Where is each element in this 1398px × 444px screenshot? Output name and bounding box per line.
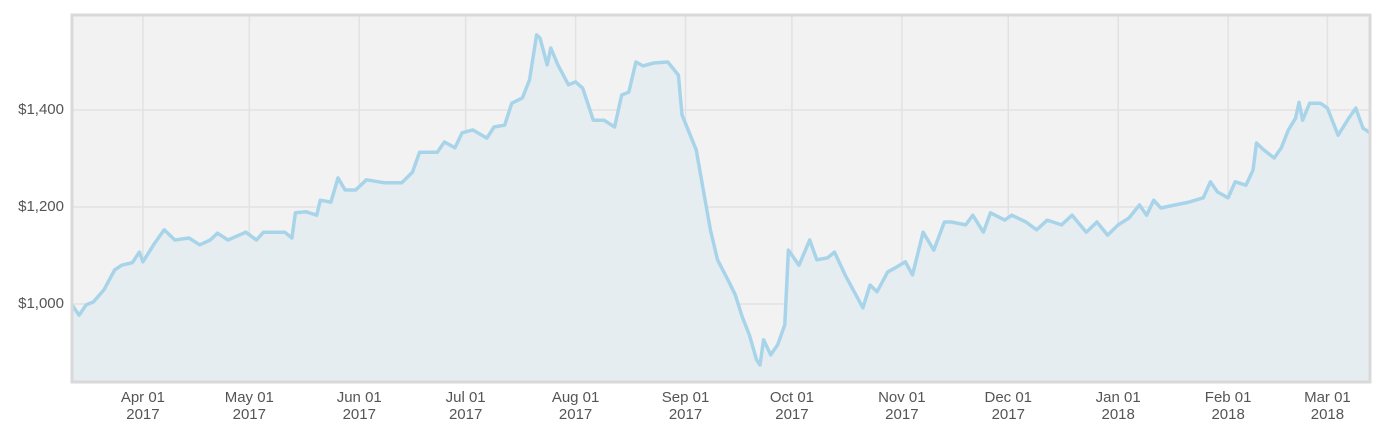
y-tick-label: $1,400 <box>18 101 64 118</box>
x-tick-label: Jul 01 2017 <box>445 389 486 423</box>
plot-border <box>70 13 1372 384</box>
x-tick-label: Apr 01 2017 <box>120 389 166 423</box>
x-tick-label: Sep 01 2017 <box>661 389 710 423</box>
line <box>70 33 1371 367</box>
x-tick-label: May 01 2017 <box>224 389 274 423</box>
x-tick-label: Jan 01 2018 <box>1095 389 1141 423</box>
x-tick-label: Dec 01 2017 <box>984 389 1033 423</box>
area <box>72 34 1370 383</box>
x-tick-label: Mar 01 2018 <box>1304 389 1351 423</box>
x-tick-label: Nov 01 2017 <box>878 389 926 423</box>
x-tick-label: Aug 01 2017 <box>551 389 600 423</box>
x-tick-label: Feb 01 2018 <box>1204 389 1252 423</box>
y-tick-label: $1,200 <box>18 198 64 215</box>
y-tick-label: $1,000 <box>18 295 64 312</box>
x-tick-label: Jun 01 2017 <box>336 389 382 423</box>
x-tick-label: Oct 01 2017 <box>769 389 815 423</box>
